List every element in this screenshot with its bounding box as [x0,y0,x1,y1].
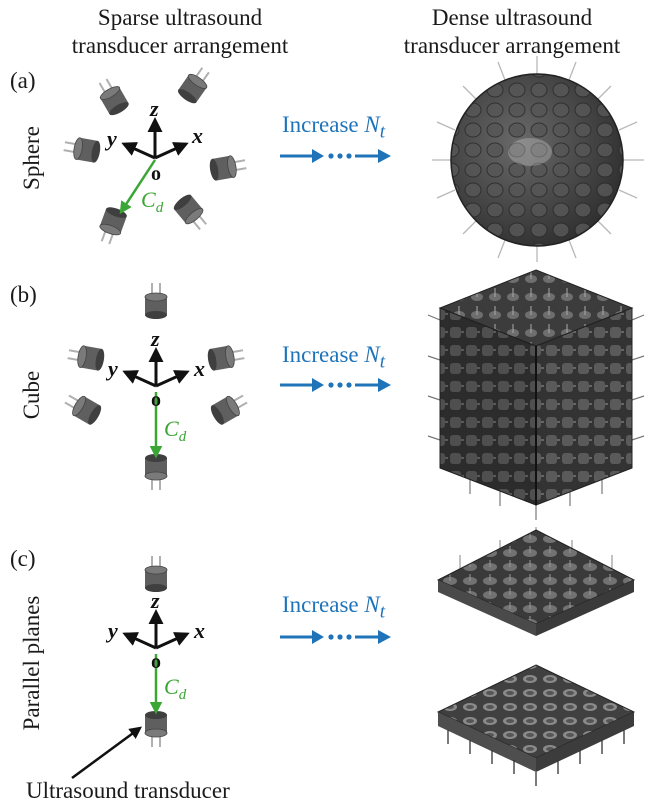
increase-arrow-b [280,378,391,392]
transducer-icon [144,282,168,320]
y-axis-label: y [104,126,117,151]
transducer-icon [205,342,247,373]
transducer-icon [207,388,252,428]
panel-label-a: (a) [10,68,36,93]
transducer-icon [207,152,249,183]
origin-label: o [151,163,161,185]
x-axis-label: x [193,618,205,643]
x-axis-arrow [154,142,189,160]
increase-text: Increase [282,112,359,137]
increase-arrow-c [280,630,391,644]
transducer-icon [144,453,168,491]
sparse-header: Sparse ultrasound transducer arrangement [40,4,320,60]
transducer-icon [170,191,213,235]
sparse-header-line1: Sparse ultrasound [97,5,263,30]
caption-pointer-arrow [71,726,143,780]
n-variable: N [364,342,380,367]
dense-top-plane [436,527,636,636]
y-axis-arrow [122,370,157,388]
sparse-sphere-layout: z x y o Cd [61,62,249,248]
y-axis-arrow [121,142,156,160]
transducer-icon [65,342,107,373]
transducer-icon [174,62,216,107]
y-axis-label: y [105,618,118,643]
panel-label-c: (c) [10,546,36,571]
sparse-planes-layout: z x y o Cd [71,555,205,780]
n-subscript: t [379,601,386,623]
increase-label-c: Increase Nt [282,592,385,624]
transducer-icon [144,555,168,593]
increase-text: Increase [282,342,359,367]
dense-cube [427,269,645,520]
dense-header-line2: transducer arrangement [403,33,621,58]
transducer-icon [61,134,103,165]
dense-bottom-plane [436,664,636,786]
increase-text: Increase [282,592,359,617]
dense-header: Dense ultrasound transducer arrangement [372,4,649,60]
x-axis-arrow [155,632,190,650]
transducer-icon [60,388,105,428]
panel-label-b: (b) [10,282,37,307]
transducer-icon [94,204,130,248]
transducer-icon [92,74,132,119]
distance-label: Cd [141,187,164,216]
z-axis-label: z [150,588,160,613]
y-axis-arrow [122,632,157,650]
z-axis-label: z [149,96,159,121]
x-axis-label: x [191,123,203,148]
origin-label: o [151,389,161,411]
increase-label-a: Increase Nt [282,112,385,144]
x-axis-label: x [193,356,205,381]
n-subscript: t [379,121,386,143]
dense-sphere [432,56,644,262]
y-axis-label: y [105,356,118,381]
distance-label: Cd [164,416,187,445]
n-subscript: t [379,351,386,373]
z-axis-label: z [150,326,160,351]
dense-header-line1: Dense ultrasound [431,5,593,30]
increase-label-b: Increase Nt [282,342,385,374]
distance-arrow [119,159,157,215]
sparse-cube-layout: z x y o Cd [60,282,252,491]
transducer-icon [144,710,168,748]
increase-arrow-a [280,149,391,163]
origin-label: o [151,651,161,673]
x-axis-arrow [155,370,190,388]
transducer-caption: Ultrasound transducer [26,778,230,803]
distance-label: Cd [164,674,187,703]
n-variable: N [364,592,380,617]
n-variable: N [364,112,380,137]
sparse-header-line2: transducer arrangement [71,33,289,58]
